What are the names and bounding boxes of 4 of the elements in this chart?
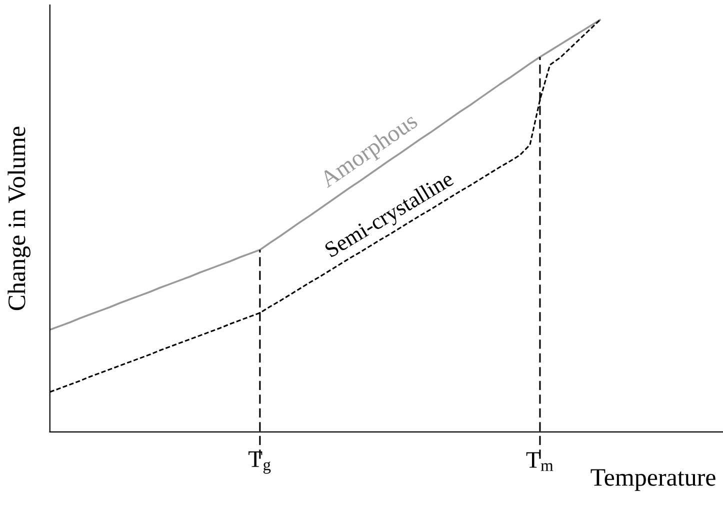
y-axis-title: Change in Volume bbox=[8, 126, 30, 310]
x-tick-label: T$_{m}$ bbox=[526, 452, 554, 471]
x-axis-title: Temperature bbox=[590, 469, 716, 491]
x-tick-label: T$_{g}$ bbox=[248, 451, 271, 474]
